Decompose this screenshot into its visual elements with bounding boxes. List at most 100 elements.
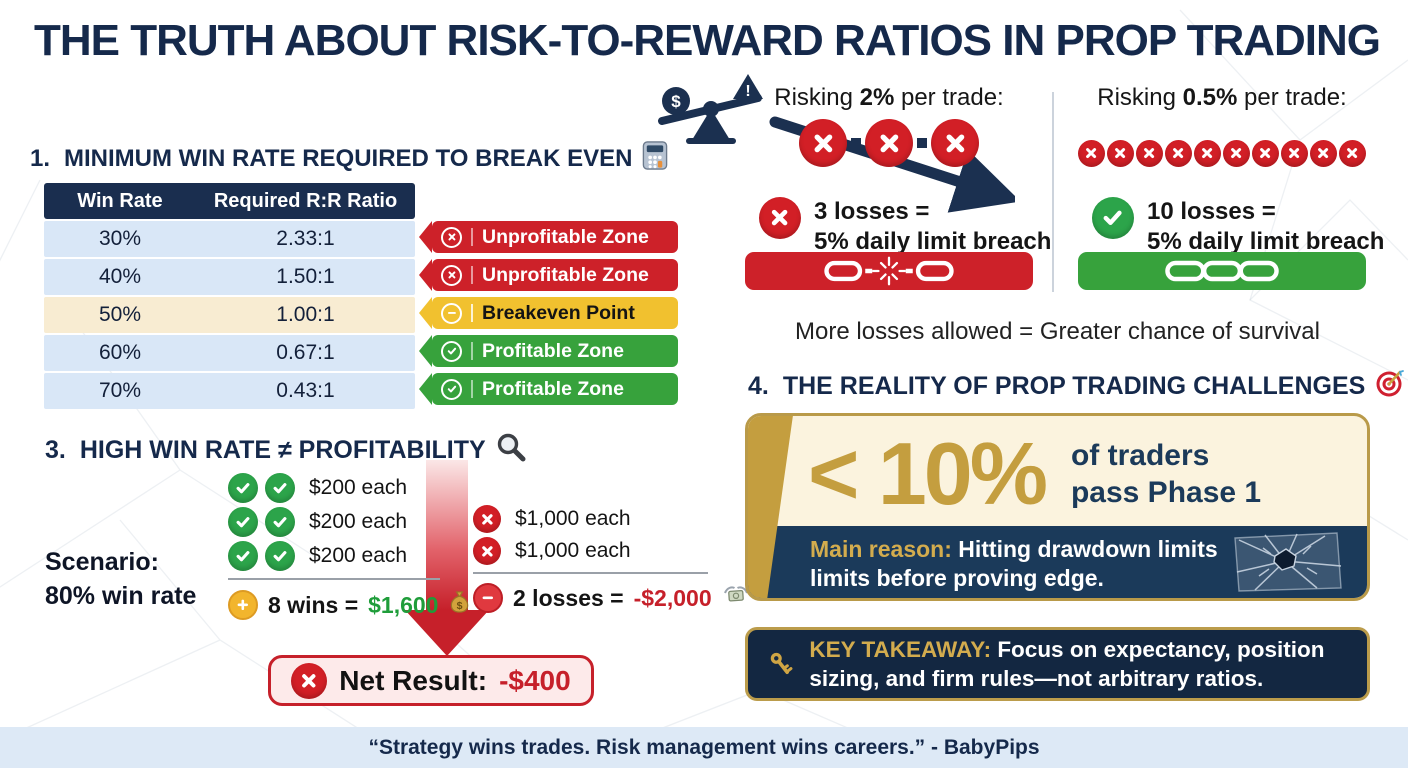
x-circle-icon bbox=[1310, 140, 1337, 167]
x-circle-icon bbox=[473, 505, 501, 533]
reason-label: Main reason: bbox=[810, 536, 952, 562]
zone-badge-label: Breakeven Point bbox=[482, 301, 635, 324]
win-row: $200 each bbox=[228, 541, 471, 571]
section-heading-text: THE REALITY OF PROP TRADING CHALLENGES bbox=[782, 372, 1366, 400]
x-circle-icon bbox=[1339, 140, 1366, 167]
broken-chain-bar bbox=[745, 252, 1033, 290]
losses-block: $1,000 each $1,000 each 2 losses = -$2,0… bbox=[473, 505, 750, 613]
loss-row: $1,000 each bbox=[473, 505, 750, 533]
arrow-shaft bbox=[426, 460, 468, 610]
check-circle-icon bbox=[228, 507, 258, 537]
risk-column-2pct: Risking 2% per trade: 3 losses = 5% dail… bbox=[745, 84, 1051, 296]
stat-caption-line1: of traders bbox=[1070, 438, 1210, 472]
table-header-row: Win Rate Required R:R Ratio bbox=[44, 183, 415, 219]
losses-total-value: -$2,000 bbox=[633, 584, 712, 611]
col-header-winrate: Win Rate bbox=[77, 189, 163, 212]
loss-row: $1,000 each bbox=[473, 537, 750, 565]
summary-line1: 10 losses = bbox=[1147, 198, 1276, 225]
check-circle-icon bbox=[441, 378, 462, 400]
broken-chain-icon bbox=[824, 256, 954, 286]
x-circle-icon bbox=[1194, 140, 1221, 167]
x-circle-icon bbox=[1281, 140, 1308, 167]
losses-total: 2 losses = -$2,000 bbox=[473, 583, 750, 613]
section-number: 4. bbox=[748, 372, 769, 400]
wins-total-label: 8 wins = bbox=[268, 591, 359, 618]
loss-icons-strip bbox=[745, 119, 1033, 167]
magnifier-icon bbox=[496, 432, 526, 469]
x-circle-icon bbox=[865, 119, 913, 167]
minus-circle-icon bbox=[473, 583, 503, 613]
risk-amount: 2% bbox=[859, 84, 895, 111]
section-reality-heading: 4. THE REALITY OF PROP TRADING CHALLENGE… bbox=[748, 368, 1405, 405]
svg-text:$: $ bbox=[671, 92, 681, 111]
zone-badge-unprofitable: Unprofitable Zone bbox=[419, 221, 678, 253]
cell-rr: 0.43:1 bbox=[276, 379, 335, 402]
cell-rr: 2.33:1 bbox=[276, 227, 335, 250]
risk-title-prefix: Risking bbox=[1097, 84, 1183, 111]
intact-chain-bar bbox=[1078, 252, 1366, 290]
section-breakeven-heading: 1. MINIMUM WIN RATE REQUIRED TO BREAK EV… bbox=[30, 141, 668, 177]
badge-divider bbox=[471, 266, 473, 284]
zone-badge-unprofitable: Unprofitable Zone bbox=[419, 259, 678, 291]
zone-badge-profitable: Profitable Zone bbox=[419, 335, 678, 367]
net-result-value: -$400 bbox=[499, 664, 571, 696]
svg-text:$: $ bbox=[457, 600, 463, 612]
x-circle-icon bbox=[441, 226, 462, 248]
section-heading-text: HIGH WIN RATE ≠ PROFITABILITY bbox=[79, 436, 486, 464]
wins-block: $200 each $200 each $200 each 8 wins = $… bbox=[228, 473, 471, 621]
summary-line1: 3 losses = bbox=[814, 198, 930, 225]
x-circle-icon bbox=[1165, 140, 1192, 167]
plus-circle-icon bbox=[228, 590, 258, 620]
sum-divider bbox=[473, 572, 708, 574]
risk-summary-text: 3 losses = 5% daily limit breach bbox=[814, 197, 1051, 257]
broken-glass-icon bbox=[1234, 532, 1342, 592]
flying-money-icon bbox=[722, 584, 750, 612]
losses-total-label: 2 losses = bbox=[513, 584, 624, 611]
col-header-rr: Required R:R Ratio bbox=[213, 189, 398, 212]
loss-amount: $1,000 each bbox=[515, 507, 631, 530]
x-circle-icon bbox=[931, 119, 979, 167]
win-amount: $200 each bbox=[309, 510, 408, 533]
zone-badge-breakeven: Breakeven Point bbox=[419, 297, 678, 329]
calculator-icon bbox=[642, 141, 668, 177]
zone-badge-label: Unprofitable Zone bbox=[482, 225, 649, 248]
money-bag-icon: $ bbox=[448, 589, 471, 621]
table-row: 40% 1.50:1 bbox=[44, 259, 415, 295]
reason-line1: Hitting drawdown limits bbox=[951, 536, 1218, 562]
takeaway-text: KEY TAKEAWAY: Focus on expectancy, posit… bbox=[809, 635, 1347, 693]
cell-winrate: 40% bbox=[98, 265, 142, 288]
table-row: 30% 2.33:1 bbox=[44, 221, 415, 257]
section-heading-text: MINIMUM WIN RATE REQUIRED TO BREAK EVEN bbox=[64, 145, 633, 172]
target-icon bbox=[1375, 368, 1405, 405]
cell-winrate: 30% bbox=[98, 227, 142, 250]
zone-badge-profitable: Profitable Zone bbox=[419, 373, 678, 405]
check-circle-icon bbox=[265, 541, 295, 571]
section-winrate-myth-heading: 3. HIGH WIN RATE ≠ PROFITABILITY bbox=[45, 432, 526, 469]
x-circle-icon bbox=[441, 264, 462, 286]
cell-rr: 0.67:1 bbox=[276, 341, 335, 364]
badge-divider bbox=[471, 342, 473, 360]
check-circle-icon bbox=[228, 473, 258, 503]
loss-amount: $1,000 each bbox=[515, 539, 631, 562]
cell-rr: 1.50:1 bbox=[276, 265, 335, 288]
winrate-table: Win Rate Required R:R Ratio 30% 2.33:1 4… bbox=[44, 183, 415, 409]
reason-line2: limits before proving edge. bbox=[810, 565, 1104, 591]
net-result-arrow bbox=[405, 460, 489, 656]
risk-title: Risking 0.5% per trade: bbox=[1078, 84, 1366, 112]
risk-title: Risking 2% per trade: bbox=[745, 84, 1033, 112]
loss-icons-strip bbox=[1078, 140, 1366, 167]
wins-total: 8 wins = $1,600 $ bbox=[228, 589, 471, 621]
x-circle-icon bbox=[799, 119, 847, 167]
cell-rr: 1.00:1 bbox=[276, 303, 335, 326]
x-circle-icon bbox=[291, 662, 328, 699]
badge-divider bbox=[471, 228, 473, 246]
svg-text:!: ! bbox=[745, 83, 750, 100]
scenario-value: 80% win rate bbox=[45, 582, 197, 610]
win-amount: $200 each bbox=[309, 544, 408, 567]
check-circle-icon bbox=[1092, 197, 1134, 239]
cell-winrate: 50% bbox=[98, 303, 142, 326]
win-row: $200 each bbox=[228, 473, 471, 503]
zone-badge-label: Profitable Zone bbox=[482, 377, 624, 400]
stat-top-area: < 10% of traders pass Phase 1 bbox=[808, 416, 1367, 531]
